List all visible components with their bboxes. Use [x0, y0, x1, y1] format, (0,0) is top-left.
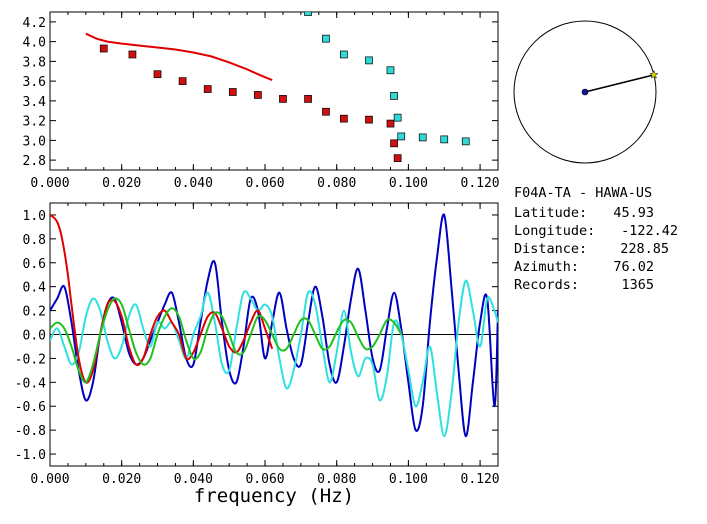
dispersion-marker-cyan	[365, 56, 373, 65]
correlation-y-tick-label: 0.6	[23, 257, 46, 272]
records-label: Records:	[514, 277, 579, 293]
dispersion-marker-red	[393, 154, 402, 162]
correlation-y-tick-label: -0.2	[15, 352, 46, 367]
dispersion-marker-red	[128, 50, 137, 59]
correlation-y-tick-label: 1.0	[23, 209, 46, 224]
correlation-y-tick-label: 0.4	[23, 281, 47, 296]
latitude-label: Latitude:	[514, 205, 587, 221]
dispersion-marker-red	[304, 95, 312, 103]
correlation-y-tick-label: -1.0	[15, 448, 46, 463]
dispersion-curve-red	[85, 32, 273, 82]
polar-center-marker	[581, 88, 589, 96]
dispersion-plot-frame	[49, 11, 499, 171]
dispersion-marker-red	[228, 88, 237, 96]
distance-value: 228.85	[620, 241, 669, 257]
dispersion-marker-red	[340, 114, 348, 123]
dispersion-marker-cyan	[418, 133, 427, 142]
dispersion-marker-red	[279, 95, 287, 103]
correlation-y-axis: -1.0 -0.8 -0.6 -0.4 -0.2 0.0 0.2 0.4 0.6 0.8 1.0	[15, 209, 498, 463]
dispersion-marker-cyan	[390, 92, 398, 100]
dispersion-x-tick-label: 0.020	[102, 176, 141, 191]
station-name: F04A-TA - HAWA-US	[514, 185, 652, 201]
dispersion-marker-cyan	[393, 113, 402, 122]
dispersion-marker-red	[386, 119, 395, 128]
correlation-x-tick-label: 0.060	[245, 472, 284, 487]
dispersion-marker-red	[99, 44, 108, 53]
station-info: F04A-TA - HAWA-US Latitude: 45.93 Longit…	[514, 185, 678, 293]
dispersion-marker-red	[365, 115, 373, 124]
dispersion-y-tick-label: 3.4	[23, 95, 47, 110]
azimuth-value: 76.02	[613, 259, 654, 275]
correlation-x-tick-label: 0.000	[30, 472, 69, 487]
azimuth-ray	[584, 74, 655, 93]
correlation-y-tick-label: 0.0	[23, 329, 46, 344]
dispersion-marker-cyan	[397, 132, 406, 141]
dispersion-marker-red	[178, 77, 187, 85]
dispersion-x-tick-label: 0.120	[461, 176, 500, 191]
x-axis-label: frequency (Hz)	[194, 485, 354, 507]
dispersion-y-tick-label: 4.2	[23, 16, 46, 31]
correlation-y-tick-label: -0.6	[15, 400, 46, 415]
dispersion-marker-red	[322, 107, 330, 116]
correlation-x-tick-label: 0.080	[317, 472, 356, 487]
correlation-x-tick-label: 0.100	[389, 472, 428, 487]
dispersion-y-tick-label: 3.8	[23, 55, 46, 70]
correlation-curve-blue	[50, 213, 498, 438]
dispersion-marker-cyan	[340, 50, 348, 59]
dispersion-x-tick-label: 0.080	[317, 176, 356, 191]
dispersion-marker-cyan	[322, 34, 330, 43]
correlation-y-tick-label: 0.8	[23, 233, 46, 248]
correlation-y-tick-label: 0.2	[23, 305, 46, 320]
dispersion-y-tick-label: 3.0	[23, 134, 46, 149]
azimuth-label: Azimuth:	[514, 259, 579, 275]
correlation-x-axis: 0.000 0.020 0.040 0.060 0.080 0.100 0.120	[30, 203, 500, 487]
correlation-x-tick-label: 0.040	[174, 472, 213, 487]
polar-circle	[513, 20, 657, 164]
correlation-curve-green	[50, 297, 403, 384]
correlation-series	[50, 213, 498, 438]
longitude-value: -122.42	[621, 223, 678, 239]
dispersion-y-tick-label: 3.2	[23, 115, 46, 130]
dispersion-marker-red	[390, 139, 398, 148]
dispersion-marker-red	[254, 91, 262, 99]
longitude-label: Longitude:	[514, 223, 595, 239]
dispersion-series	[85, 12, 470, 162]
dispersion-marker-cyan	[440, 135, 449, 144]
dispersion-plot: 0.000 0.020 0.040 0.060 0.080 0.100 0.120 2.8 3…	[23, 11, 500, 191]
latitude-value: 45.93	[613, 205, 654, 221]
correlation-x-tick-label: 0.020	[102, 472, 141, 487]
dispersion-y-axis: 2.8 3.0 3.2 3.4 3.6 3.8 4.0 4.2	[23, 16, 498, 169]
distance-label: Distance:	[514, 241, 587, 257]
dispersion-marker-cyan	[304, 12, 312, 16]
correlation-curve-red	[50, 214, 274, 384]
dispersion-x-tick-label: 0.060	[245, 176, 284, 191]
dispersion-y-tick-label: 3.6	[23, 75, 46, 90]
correlation-y-tick-label: -0.4	[15, 376, 46, 391]
dispersion-x-tick-label: 0.000	[30, 176, 69, 191]
dispersion-y-tick-label: 2.8	[23, 154, 46, 169]
correlation-plot: 0.000 0.020 0.040 0.060 0.080 0.100 0.120 -1.0…	[15, 202, 500, 507]
dispersion-marker-cyan	[386, 66, 395, 75]
dispersion-x-axis: 0.000 0.020 0.040 0.060 0.080 0.100 0.120	[30, 12, 500, 191]
dispersion-x-tick-label: 0.040	[174, 176, 213, 191]
dispersion-marker-cyan	[461, 137, 470, 146]
correlation-y-tick-label: -0.8	[15, 424, 46, 439]
azimuth-polar-plot	[513, 20, 659, 164]
dispersion-x-tick-label: 0.100	[389, 176, 428, 191]
azimuth-tip-marker	[649, 69, 659, 79]
dispersion-y-tick-label: 4.0	[23, 36, 46, 51]
records-value: 1365	[621, 277, 654, 293]
correlation-x-tick-label: 0.120	[461, 472, 500, 487]
dispersion-marker-red	[153, 70, 162, 79]
dispersion-marker-red	[203, 85, 212, 93]
